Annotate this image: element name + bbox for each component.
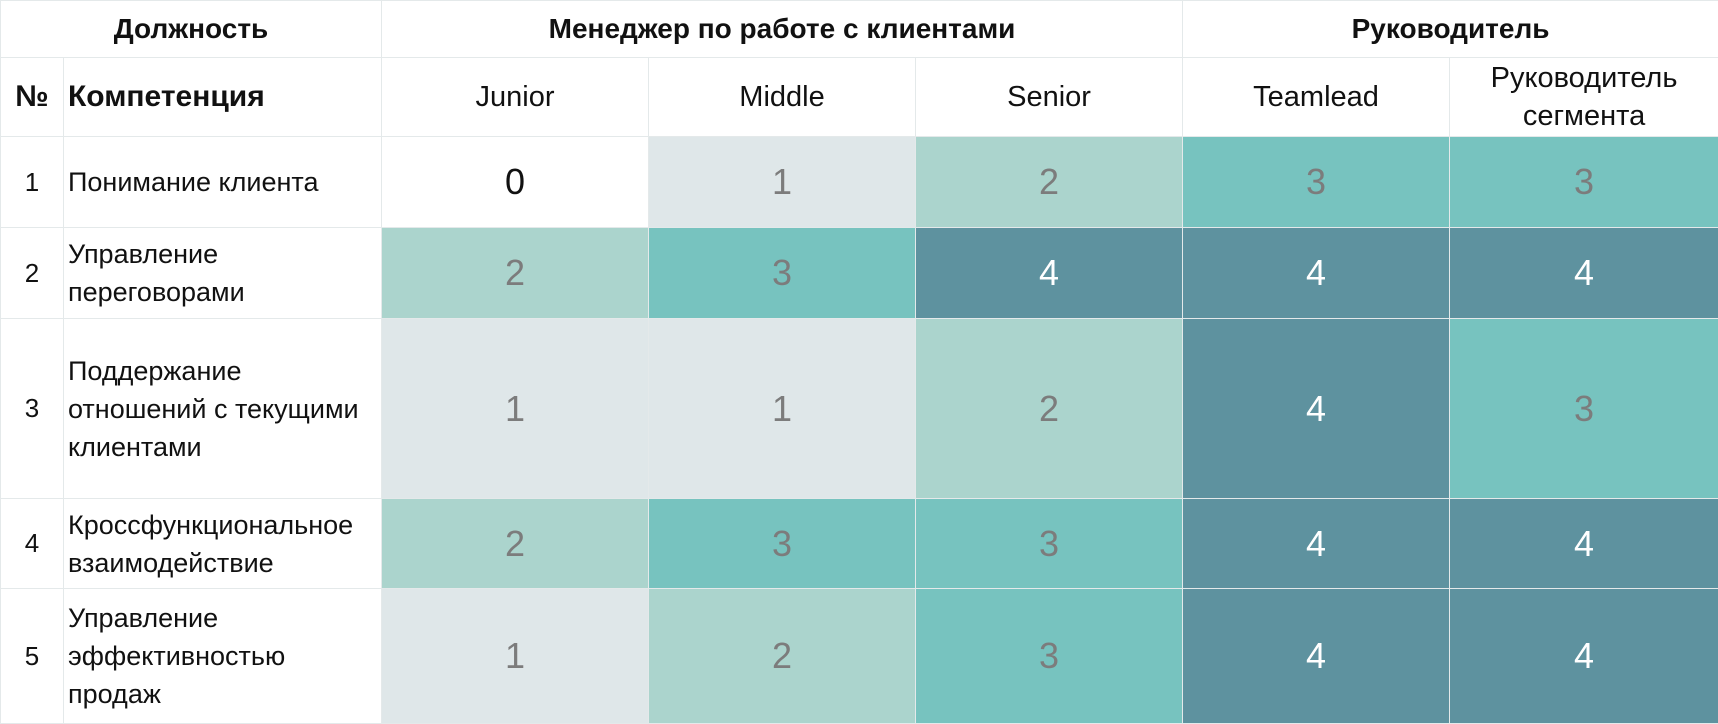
row-number: 2 (0, 227, 64, 319)
competence-name: Понимание клиента (62, 136, 383, 228)
score-cell: 4 (1182, 498, 1451, 589)
score-cell: 3 (648, 498, 917, 589)
table-row: 1 Понимание клиента 0 1 2 3 3 (0, 136, 1718, 228)
table-row: 5 Управление эффективностью продаж 1 2 3… (0, 588, 1718, 724)
score-cell: 2 (915, 318, 1184, 499)
score-cell: 4 (1449, 588, 1718, 724)
score-cell: 2 (381, 227, 650, 319)
position-header: Должность (0, 0, 383, 58)
score-cell: 4 (1182, 227, 1451, 319)
competence-name: Кроссфункциональное взаимодействие (62, 498, 383, 589)
score-cell: 3 (1449, 136, 1718, 228)
score-cell: 4 (915, 227, 1184, 319)
score-cell: 2 (381, 498, 650, 589)
score-cell: 1 (381, 318, 650, 499)
table-row: 3 Поддержание отношений с текущими клиен… (0, 318, 1718, 499)
number-column-header: № (0, 57, 64, 137)
score-cell: 3 (915, 498, 1184, 589)
competence-name: Поддержание отношений с текущими клиента… (62, 318, 383, 499)
level-header-senior: Senior (915, 57, 1184, 137)
score-cell: 4 (1182, 318, 1451, 499)
score-cell: 4 (1449, 498, 1718, 589)
score-cell: 3 (1182, 136, 1451, 228)
competence-name: Управление эффективностью продаж (62, 588, 383, 724)
table-row: 2 Управление переговорами 2 3 4 4 4 (0, 227, 1718, 319)
competence-name: Управление переговорами (62, 227, 383, 319)
score-cell: 1 (648, 136, 917, 228)
row-number: 3 (0, 318, 64, 499)
score-cell: 4 (1449, 227, 1718, 319)
level-header-junior: Junior (381, 57, 650, 137)
competence-column-header: Компетенция (62, 57, 383, 137)
table-row: 4 Кроссфункциональное взаимодействие 2 3… (0, 498, 1718, 589)
score-cell: 3 (1449, 318, 1718, 499)
level-header-teamlead: Teamlead (1182, 57, 1451, 137)
score-cell: 3 (648, 227, 917, 319)
level-header-middle: Middle (648, 57, 917, 137)
header-row-levels: № Компетенция Junior Middle Senior Teaml… (0, 57, 1718, 137)
score-cell: 2 (915, 136, 1184, 228)
matrix-body: 1 Понимание клиента 0 1 2 3 3 2 Управлен… (0, 136, 1718, 724)
score-cell: 0 (381, 136, 650, 228)
row-number: 1 (0, 136, 64, 228)
score-cell: 4 (1182, 588, 1451, 724)
score-cell: 2 (648, 588, 917, 724)
group-header-lead: Руководитель (1182, 0, 1718, 58)
level-header-segment-head: Руководитель сегмента (1449, 57, 1718, 137)
score-cell: 3 (915, 588, 1184, 724)
score-cell: 1 (648, 318, 917, 499)
group-header-manager: Менеджер по работе с клиентами (381, 0, 1184, 58)
score-cell: 1 (381, 588, 650, 724)
row-number: 5 (0, 588, 64, 724)
row-number: 4 (0, 498, 64, 589)
header-row-groups: Должность Менеджер по работе с клиентами… (0, 0, 1718, 58)
